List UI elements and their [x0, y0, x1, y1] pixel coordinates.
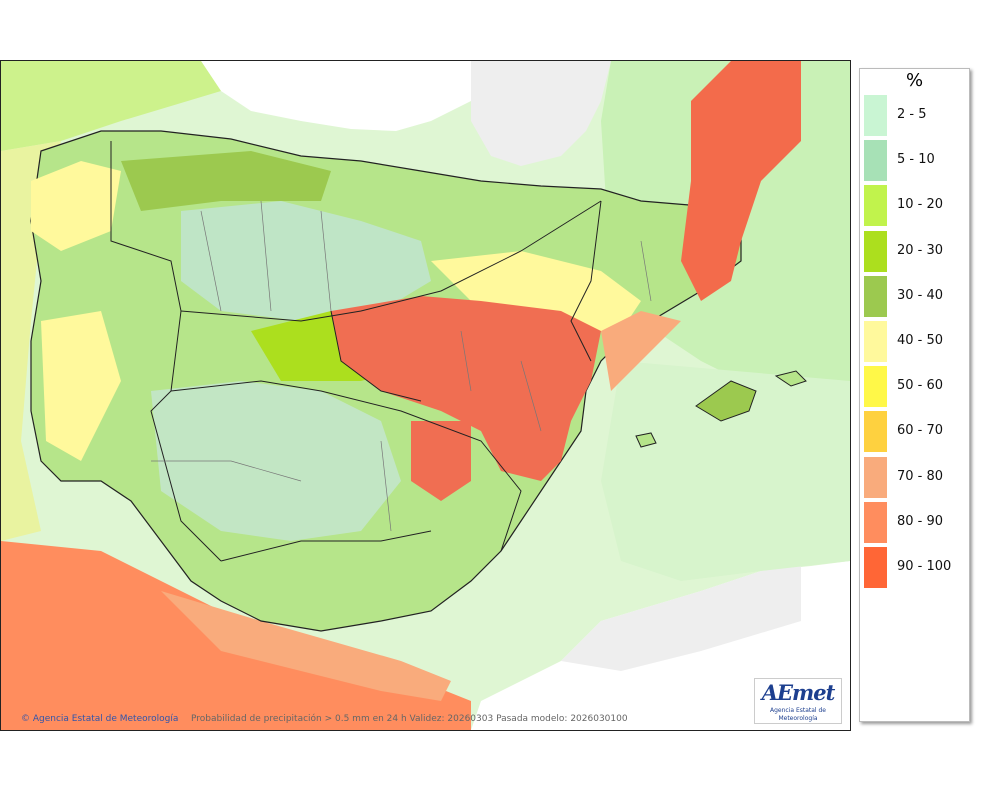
mallorca-island [695, 380, 757, 422]
legend-label: 80 - 90 [897, 513, 944, 529]
north-green-band [121, 151, 331, 211]
map-canvas [1, 61, 850, 730]
atlantic-north-field [1, 61, 221, 151]
gulf-lion-high-field [681, 61, 801, 301]
ibiza-island [635, 432, 657, 448]
galicia-yellow [31, 161, 121, 251]
legend-label: 60 - 70 [897, 423, 944, 439]
province-lines [151, 200, 652, 532]
legend-swatch [864, 140, 887, 182]
probability-map[interactable]: © Agencia Estatal de Meteorología Probab… [0, 60, 851, 731]
legend-label: 70 - 80 [897, 468, 944, 484]
east-high-field [331, 296, 601, 481]
legend-swatch [864, 456, 887, 498]
legend-swatch [864, 275, 887, 317]
legend-label: 20 - 30 [897, 242, 944, 258]
meseta-south-field [151, 381, 401, 541]
med-se-field [601, 361, 850, 581]
france-land [201, 61, 471, 131]
legend-swatch [864, 230, 887, 272]
menorca-island [774, 370, 807, 387]
credit-text: © Agencia Estatal de Meteorología [21, 714, 179, 724]
africa-land-grey [561, 566, 801, 671]
legend-panel: % 2 - 5 5 - 10 10 - 20 20 - 30 30 - 40 40 - 5… [859, 68, 970, 722]
atlantic-west-field [1, 141, 61, 541]
france-east-land [471, 61, 611, 166]
portugal-yellow [41, 311, 121, 461]
aemet-logo: AEmet Agencia Estatal de Meteorología [754, 678, 842, 724]
legend-swatch [864, 95, 887, 136]
strait-mid-field [161, 591, 451, 701]
legend-swatch [864, 366, 887, 408]
southeast-high-field [411, 421, 471, 501]
legend-swatch [864, 546, 887, 588]
legend-label: 40 - 50 [897, 332, 944, 348]
logo-wordmark: AEmet [761, 680, 836, 705]
legend-swatch [864, 185, 887, 227]
legend-swatch [864, 411, 887, 453]
meseta-north-field [181, 201, 431, 321]
legend-label: 50 - 60 [897, 378, 944, 394]
legend-label: 10 - 20 [897, 197, 944, 213]
map-caption: Probabilidad de precipitación > 0.5 mm e… [191, 714, 628, 724]
legend-label: 2 - 5 [897, 107, 927, 122]
logo-subtitle: Agencia Estatal de Meteorología [769, 707, 826, 722]
valencia-coast-field [601, 311, 681, 391]
legend-label: 5 - 10 [897, 152, 935, 168]
legend-swatch [864, 501, 887, 543]
legend-label: 30 - 40 [897, 287, 944, 303]
legend-swatch [864, 320, 887, 362]
region-borders [110, 141, 602, 562]
legend-label: 90 - 100 [897, 558, 952, 574]
copyright-icon: © [21, 714, 30, 724]
legend-title: % [905, 70, 924, 91]
